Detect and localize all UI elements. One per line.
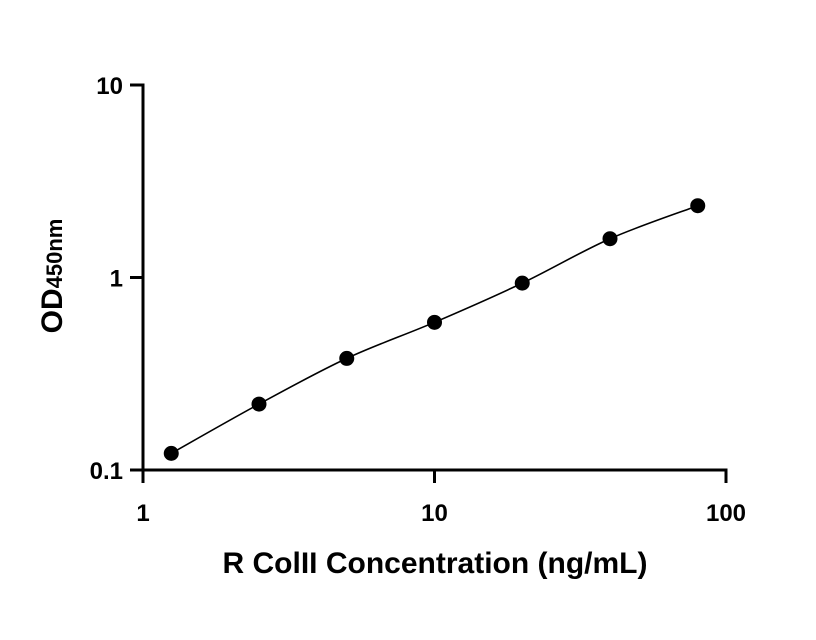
x-ticks: 1 10 100 [136,470,746,527]
y-tick-label: 10 [96,73,123,100]
y-axis-title-main: OD [36,288,69,333]
data-point [602,231,618,247]
data-point [251,396,267,412]
data-points [163,198,706,461]
data-point [514,275,530,291]
axes [141,83,728,472]
y-axis-title: OD450nm [36,219,69,334]
y-axis-title-subscript: 450nm [42,219,67,289]
x-tick-label: 1 [136,500,149,527]
x-tick-label: 10 [421,500,448,527]
y-tick-label: 1 [110,266,123,293]
x-axis-title: R ColII Concentration (ng/mL) [223,547,648,580]
data-point [339,350,355,366]
x-tick-label: 100 [706,500,746,527]
data-point [690,198,706,214]
data-point [427,314,442,330]
y-ticks: 0.1 1 10 [90,73,143,485]
data-point [163,445,179,461]
y-tick-label: 0.1 [90,458,123,485]
